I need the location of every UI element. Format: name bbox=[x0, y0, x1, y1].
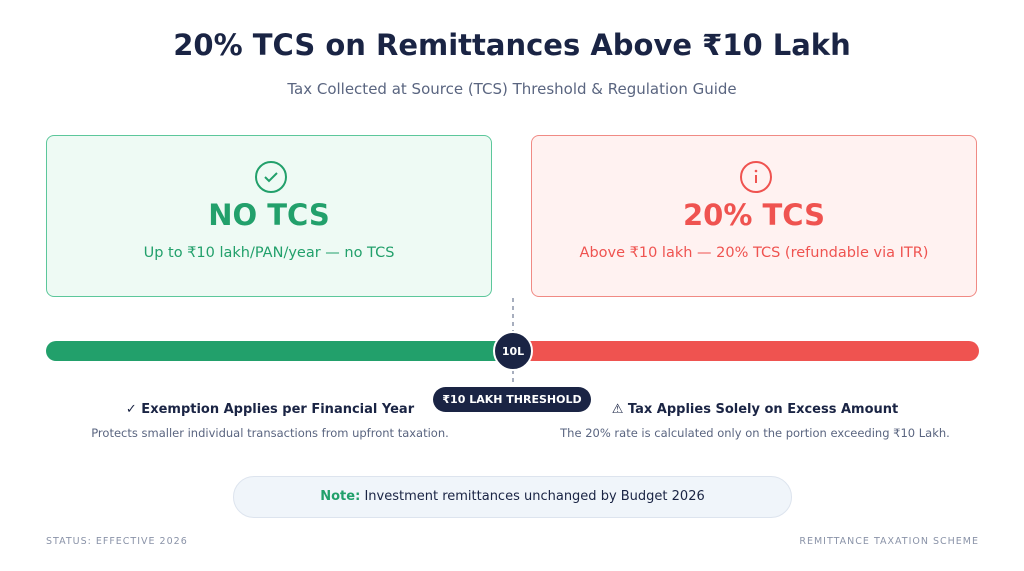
note-label: Note: bbox=[320, 489, 361, 504]
green-bar bbox=[46, 341, 513, 361]
red-bar bbox=[513, 341, 979, 361]
info-icon bbox=[740, 161, 772, 193]
point-text: Protects smaller individual transactions… bbox=[91, 426, 449, 440]
no-tcs-card: NO TCS Up to ₹10 lakh/PAN/year — no TCS bbox=[46, 135, 492, 297]
threshold-pill: ₹10 LAKH THRESHOLD bbox=[433, 387, 591, 412]
subtitle: Tax Collected at Source (TCS) Threshold … bbox=[287, 80, 737, 98]
card-text: Above ₹10 lakh — 20% TCS (refundable via… bbox=[579, 245, 929, 261]
point-heading: ✓ Exemption Applies per Financial Year bbox=[125, 402, 415, 417]
note-text: Investment remittances unchanged by Budg… bbox=[364, 489, 705, 504]
point-text: The 20% rate is calculated only on the p… bbox=[560, 426, 950, 440]
card-title: 20% TCS bbox=[683, 198, 825, 232]
threshold-bar: 10L bbox=[46, 298, 979, 386]
title: 20% TCS on Remittances Above ₹10 Lakh bbox=[173, 28, 851, 62]
note: Note: Investment remittances unchanged b… bbox=[233, 476, 792, 518]
tcs-card: 20% TCS Above ₹10 lakh — 20% TCS (refund… bbox=[531, 135, 977, 297]
point-heading: ⚠ Tax Applies Solely on Excess Amount bbox=[611, 402, 899, 417]
footer-left: STATUS: EFFECTIVE 2026 bbox=[46, 536, 188, 547]
marker bbox=[493, 331, 533, 371]
card-text: Up to ₹10 lakh/PAN/year — no TCS bbox=[143, 245, 395, 261]
marker-label: 10L bbox=[502, 345, 524, 358]
footer-right: REMITTANCE TAXATION SCHEME bbox=[799, 536, 979, 547]
card-title: NO TCS bbox=[208, 198, 330, 232]
check-icon bbox=[255, 161, 287, 193]
